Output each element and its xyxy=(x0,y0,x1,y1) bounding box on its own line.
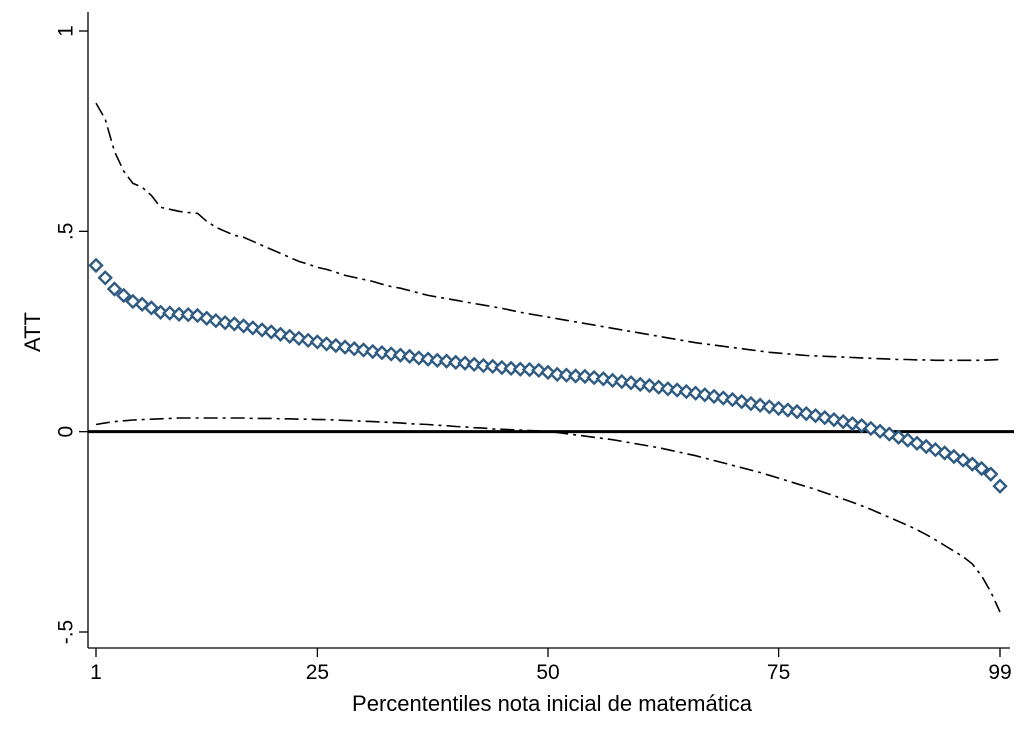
att-markers xyxy=(88,257,1008,494)
y-tick-label: .5 xyxy=(55,223,78,241)
att-point-marker xyxy=(346,341,362,357)
y-tick-label: 0 xyxy=(55,426,78,438)
att-point-marker xyxy=(521,361,538,378)
att-point-marker xyxy=(448,354,464,371)
att-point-marker xyxy=(365,343,381,360)
x-tick-label: 99 xyxy=(988,661,1011,684)
att-point-marker xyxy=(973,460,990,477)
att-point-marker xyxy=(614,373,630,390)
att-point-marker xyxy=(420,351,436,367)
att-point-marker xyxy=(429,352,446,369)
att-point-marker xyxy=(586,369,602,386)
y-axis-ticks: -.5 0 .5 1 xyxy=(55,25,88,645)
att-point-marker xyxy=(162,305,178,321)
att-point-marker xyxy=(660,381,676,397)
att-point-marker xyxy=(484,358,501,375)
att-point-marker xyxy=(180,306,196,323)
att-point-marker xyxy=(475,357,492,374)
y-tick-label: -.5 xyxy=(55,620,78,645)
lower-bound-line xyxy=(95,417,1001,613)
att-point-marker xyxy=(88,257,104,274)
upper-bound-line xyxy=(95,102,1001,362)
att-point-marker xyxy=(392,347,409,363)
att-point-marker xyxy=(503,360,519,377)
y-tick-label: 1 xyxy=(55,25,78,37)
att-point-marker xyxy=(411,350,427,366)
att-point-marker xyxy=(383,346,399,362)
att-point-marker xyxy=(992,478,1008,494)
att-point-marker xyxy=(494,359,510,376)
att-point-marker xyxy=(374,345,390,361)
att-point-marker xyxy=(438,353,455,369)
x-tick-label: 75 xyxy=(767,661,790,684)
att-point-marker xyxy=(152,304,169,320)
att-point-marker xyxy=(466,356,482,373)
x-tick-label: 50 xyxy=(536,661,559,684)
att-point-marker xyxy=(632,376,648,393)
y-axis-title: ATT xyxy=(20,312,45,352)
x-axis-ticks: 1 25 50 75 99 xyxy=(90,648,1012,684)
att-point-marker xyxy=(604,372,621,389)
att-point-marker xyxy=(457,355,473,371)
att-point-marker xyxy=(577,368,593,385)
att-point-marker xyxy=(106,281,123,297)
x-axis-title: Percententiles nota inicial de matemátic… xyxy=(352,691,753,716)
att-point-marker xyxy=(115,287,132,304)
confidence-bands xyxy=(95,102,1001,613)
att-point-marker xyxy=(983,466,999,482)
att-point-marker xyxy=(549,366,565,383)
att-point-marker xyxy=(558,367,575,383)
x-tick-label: 1 xyxy=(90,661,102,684)
att-point-marker xyxy=(97,270,113,286)
plot-frame xyxy=(87,12,1010,649)
x-tick-label: 25 xyxy=(306,661,329,684)
att-point-marker xyxy=(217,314,233,331)
